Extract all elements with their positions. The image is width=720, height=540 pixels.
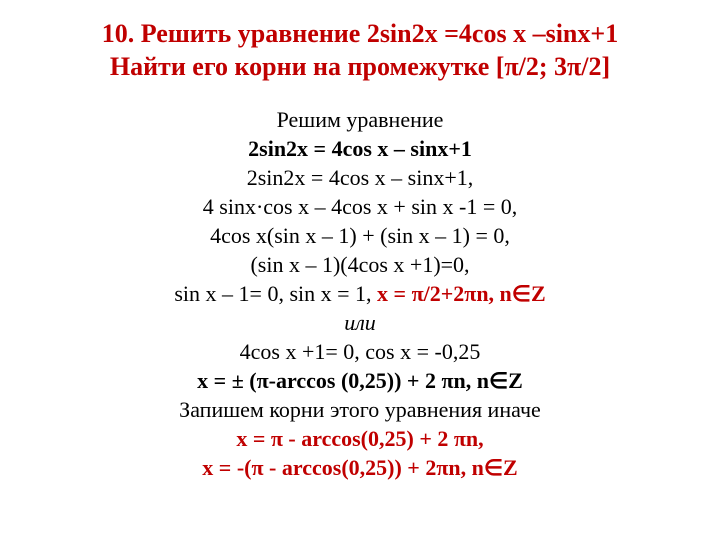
- title-line-1: 10. Решить уравнение 2sin2x =4cos x –sin…: [28, 18, 692, 51]
- final-root-1: x = π - arccos(0,25) + 2 πn,: [28, 424, 692, 453]
- or-separator: или: [28, 308, 692, 337]
- rewrite-note: Запишем корни этого уравнения иначе: [28, 395, 692, 424]
- equation-original: 2sin2x = 4cos x – sinx+1: [28, 134, 692, 163]
- slide: 10. Решить уравнение 2sin2x =4cos x –sin…: [0, 0, 720, 540]
- root-branch-2-answer: x = ± (π-arccos (0,25)) + 2 πn, n∈Z: [28, 366, 692, 395]
- root-branch-1-plain: sin x – 1= 0, sin x = 1,: [174, 281, 377, 306]
- step-2: 4 sinx·cos x – 4cos x + sin x -1 = 0,: [28, 192, 692, 221]
- step-1: 2sin2x = 4cos x – sinx+1,: [28, 163, 692, 192]
- root-branch-1-answer: x = π/2+2πn, n∈Z: [377, 281, 546, 306]
- final-root-2: x = -(π - arccos(0,25)) + 2πn, n∈Z: [28, 453, 692, 482]
- problem-title: 10. Решить уравнение 2sin2x =4cos x –sin…: [28, 18, 692, 83]
- root-branch-1: sin x – 1= 0, sin x = 1, x = π/2+2πn, n∈…: [28, 279, 692, 308]
- step-3: 4cos x(sin x – 1) + (sin x – 1) = 0,: [28, 221, 692, 250]
- title-line-2: Найти его корни на промежутке [π/2; 3π/2…: [28, 51, 692, 84]
- step-intro: Решим уравнение: [28, 105, 692, 134]
- step-4: (sin x – 1)(4cos x +1)=0,: [28, 250, 692, 279]
- root-branch-2: 4cos x +1= 0, cos x = -0,25: [28, 337, 692, 366]
